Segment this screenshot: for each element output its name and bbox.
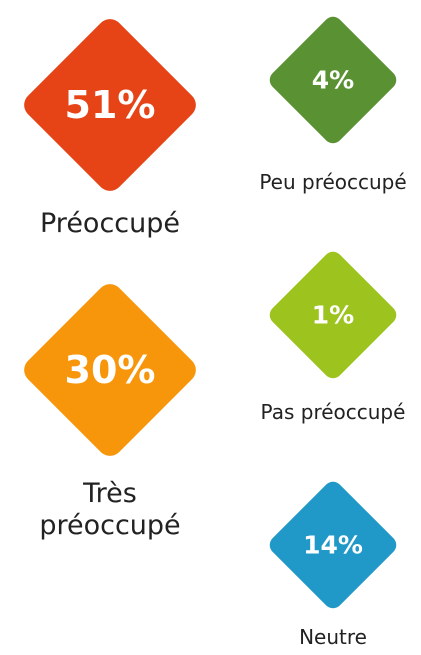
- category-label: Pas préoccupé: [260, 400, 406, 424]
- diamond: [269, 481, 397, 609]
- category-label: Préoccupé: [40, 208, 180, 239]
- value-label: 4%: [312, 66, 354, 95]
- value-label: 30%: [65, 348, 156, 392]
- category-label: Très préoccupé: [39, 478, 181, 542]
- value-label: 51%: [65, 83, 156, 127]
- diamond: [269, 16, 397, 144]
- value-label: 1%: [312, 301, 354, 330]
- diamond: [24, 284, 196, 456]
- value-label: 14%: [303, 531, 363, 560]
- diamond: [24, 19, 196, 191]
- category-label: Peu préoccupé: [259, 170, 407, 194]
- diamond: [269, 251, 397, 379]
- category-label: Neutre: [299, 625, 367, 649]
